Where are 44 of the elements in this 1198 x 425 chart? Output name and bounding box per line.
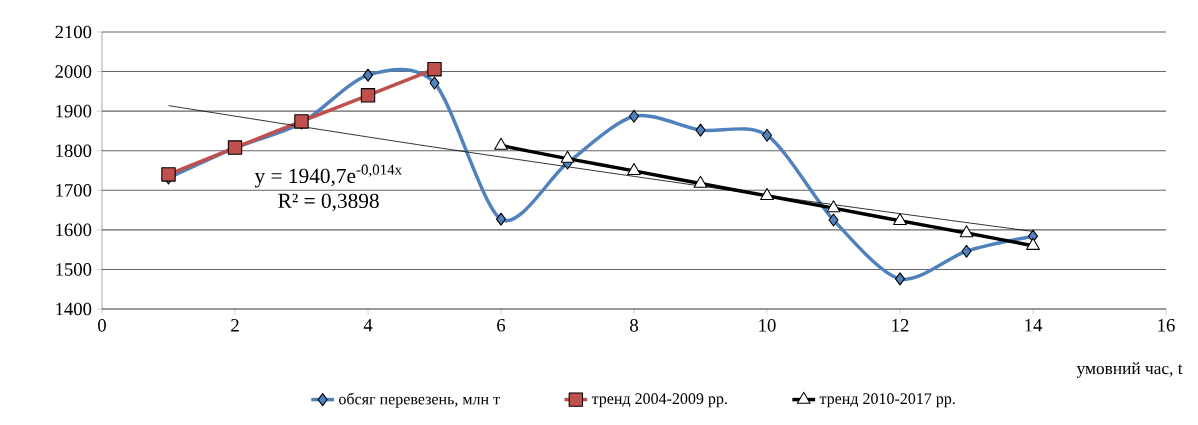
point (959, 225, 974, 238)
x-tick-label: 0 (98, 319, 106, 332)
point (161, 167, 176, 182)
x-tick-label: 14 (1025, 319, 1043, 332)
x-tick-label: 16 (1158, 319, 1175, 332)
point (560, 150, 575, 163)
x-tick-label: 2 (231, 319, 239, 332)
x-axis-title: умовний час, t (1076, 362, 1183, 378)
point (628, 109, 640, 123)
point (427, 61, 442, 77)
point (693, 175, 708, 188)
point (362, 68, 374, 82)
point (828, 213, 839, 227)
point (761, 128, 773, 142)
point (826, 200, 841, 213)
point (495, 212, 507, 226)
point (360, 88, 376, 103)
y-tick-label: 1900 (56, 104, 92, 118)
annotation: R² = 0,3898 (278, 193, 379, 212)
legend-label: тренд 2004-2009 рр. (591, 393, 727, 408)
point (627, 163, 641, 176)
point (961, 244, 972, 258)
point (695, 123, 706, 137)
point (429, 76, 440, 90)
y-tick-label: 2100 (55, 25, 92, 39)
y-tick-label: 2000 (55, 65, 92, 78)
legend-label: обсяг перевезень, млн т (339, 392, 500, 408)
y-tick-label: 1800 (56, 144, 92, 158)
point (760, 187, 774, 201)
point (893, 212, 907, 225)
x-tick-label: 10 (759, 319, 776, 332)
y-tick-label: 1500 (56, 263, 92, 276)
x-tick-label: 4 (363, 319, 373, 332)
y-tick-label: 1600 (56, 223, 92, 237)
point (894, 272, 906, 286)
x-tick-label: 8 (630, 319, 638, 332)
y-tick-label: 1700 (56, 183, 92, 197)
x-tick-label: 6 (497, 319, 506, 332)
x-tick-label: 12 (892, 319, 909, 332)
point (494, 137, 508, 150)
legend-label: тренд 2010-2017 рр. (819, 393, 955, 408)
annotation: y = 1940,7e$^{-0,014x}$ (254, 164, 402, 188)
point (1026, 237, 1040, 250)
y-tick-label: 1400 (56, 302, 92, 316)
